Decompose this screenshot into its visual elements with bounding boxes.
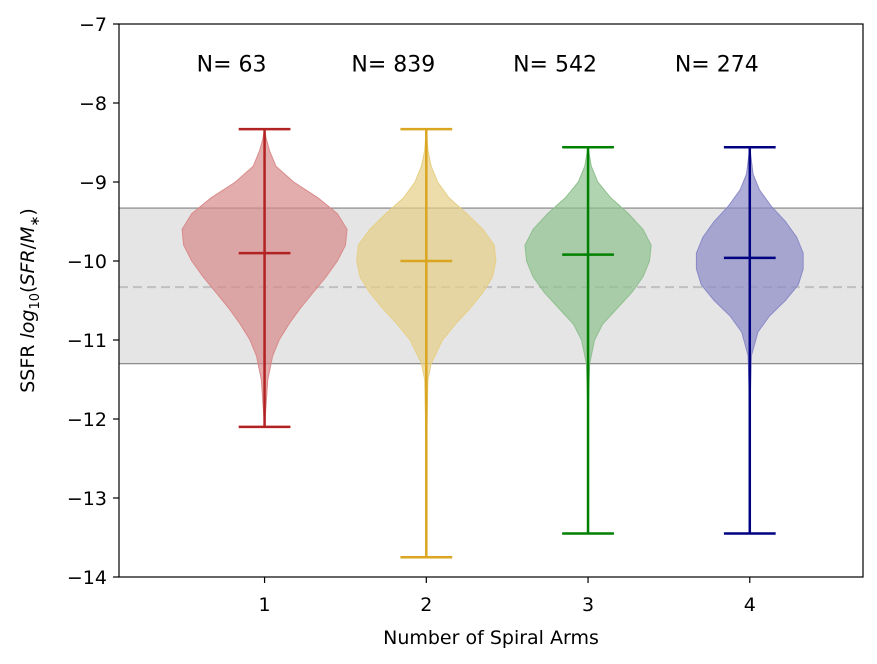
y-tick-label: −8 bbox=[79, 93, 107, 115]
violin-1 bbox=[181, 127, 348, 429]
y-tick-label: −12 bbox=[67, 409, 107, 431]
y-axis-label-subscript: 10 bbox=[28, 293, 43, 310]
y-axis-label-open-paren: ( bbox=[17, 286, 39, 293]
y-axis-label: SSFR log10(SFR/M∗) bbox=[17, 208, 43, 393]
y-tick-label: −13 bbox=[67, 488, 107, 510]
count-label-layer: N= 63 N= 839 N= 542 N= 274 bbox=[197, 53, 759, 78]
violin-4 bbox=[695, 145, 804, 535]
x-axis-label: Number of Spiral Arms bbox=[383, 627, 599, 649]
violin-layer bbox=[181, 127, 804, 559]
y-tick-label: −7 bbox=[79, 14, 107, 36]
y-tick-label: −9 bbox=[79, 172, 107, 194]
count-label-3: N= 542 bbox=[513, 53, 597, 78]
x-tick-label: 4 bbox=[744, 594, 756, 616]
y-axis-label-sfr: SFR bbox=[17, 249, 39, 285]
y-axis-label-star: ∗ bbox=[28, 216, 43, 227]
x-tick-label: 1 bbox=[259, 594, 271, 616]
y-axis-label-m: M bbox=[17, 227, 39, 243]
count-label-1: N= 63 bbox=[197, 53, 267, 78]
y-axis-label-close-paren: ) bbox=[17, 208, 39, 215]
count-label-2: N= 839 bbox=[351, 53, 435, 78]
y-tick-label: −11 bbox=[67, 330, 107, 352]
x-tick-label: 2 bbox=[420, 594, 432, 616]
axis-tick-layer: 1 2 3 4 −7 −8 −9 −10 −11 −12 −13 −14 bbox=[67, 14, 756, 616]
violin-2 bbox=[356, 127, 497, 559]
count-label-4: N= 274 bbox=[675, 53, 759, 78]
y-tick-label: −14 bbox=[67, 567, 107, 589]
y-axis-label-slash: / bbox=[17, 242, 39, 249]
y-tick-label: −10 bbox=[67, 251, 107, 273]
y-axis-label-prefix: SSFR bbox=[17, 338, 39, 392]
y-axis-label-log: log bbox=[17, 310, 39, 339]
x-tick-label: 3 bbox=[582, 594, 594, 616]
violin-3 bbox=[524, 145, 652, 535]
plot-frame bbox=[118, 23, 864, 578]
